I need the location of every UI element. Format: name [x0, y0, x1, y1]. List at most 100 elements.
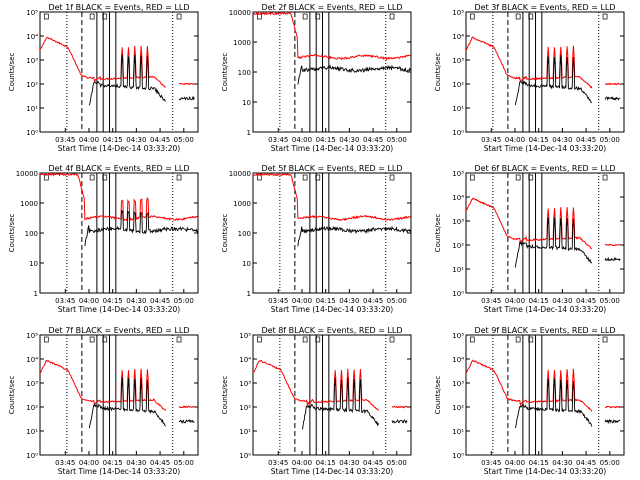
events-series-line [84, 209, 198, 247]
plot-frame [39, 172, 199, 294]
y-tick-label: 10000 [229, 9, 251, 17]
y-tick-label: 1 [247, 129, 251, 137]
corner-box [89, 174, 95, 181]
corner-box [256, 336, 262, 343]
corner-box [302, 13, 308, 20]
x-tick-label: 04:15 [529, 136, 549, 144]
x-tick-label: 04:00 [292, 459, 312, 467]
corner-box [602, 336, 608, 343]
y-tick-label: 10⁵ [239, 332, 251, 340]
corner-box [43, 336, 49, 343]
lld-series-line [252, 172, 411, 221]
y-tick-label: 10⁰ [452, 452, 464, 460]
plot-frame [39, 334, 199, 456]
chart-panel: Det 2f BLACK = Events, RED = LLD 1 10 100 10… [221, 3, 412, 153]
x-tick-label: 04:30 [552, 297, 572, 305]
chart-title: Det 9f BLACK = Events, RED = LLD [474, 326, 615, 335]
x-axis-label: Start Time (14-Dec-14 03:33:20) [484, 144, 606, 153]
events-series-line [514, 378, 621, 429]
x-tick-label: 03:45 [268, 136, 288, 144]
events-series-line [297, 64, 411, 85]
x-tick-label: 04:15 [529, 459, 549, 467]
x-tick-label: 05:00 [174, 136, 194, 144]
x-axis-label: Start Time (14-Dec-14 03:33:20) [58, 144, 180, 153]
y-tick-label: 1 [34, 290, 38, 298]
chart-title: Det 3f BLACK = Events, RED = LLD [474, 3, 615, 12]
y-tick-label: 10 [29, 260, 38, 268]
y-tick-label: 10⁰ [26, 452, 38, 460]
y-tick-label: 100 [25, 230, 38, 238]
y-tick-label: 10² [452, 81, 464, 89]
plot-frame [252, 11, 412, 133]
chart-title: Det 5f BLACK = Events, RED = LLD [261, 164, 402, 173]
events-series-line [88, 54, 195, 106]
y-axis-label: Counts/sec [221, 53, 229, 92]
x-tick-label: 04:15 [103, 459, 123, 467]
lld-series-line [252, 359, 408, 411]
x-tick-label: 04:15 [103, 136, 123, 144]
x-tick-label: 04:45 [150, 459, 170, 467]
x-tick-label: 04:45 [576, 297, 596, 305]
y-axis-label: Counts/sec [8, 214, 16, 253]
lld-series-line [465, 359, 621, 412]
y-axis-label: Counts/sec [434, 53, 442, 92]
x-tick-label: 04:30 [339, 136, 359, 144]
y-axis-label: Counts/sec [434, 214, 442, 253]
x-tick-label: 04:00 [505, 297, 525, 305]
lld-series-line [39, 172, 198, 222]
corner-box [528, 174, 534, 181]
corner-box [515, 174, 521, 181]
x-tick-label: 04:45 [363, 459, 383, 467]
x-tick-label: 04:45 [363, 297, 383, 305]
x-axis-label: Start Time (14-Dec-14 03:33:20) [271, 467, 393, 476]
corner-box [315, 13, 321, 20]
corner-box [389, 336, 395, 343]
y-tick-label: 10¹ [452, 428, 464, 436]
corner-box [315, 336, 321, 343]
events-series-line [514, 55, 621, 106]
chart-title: Det 7f BLACK = Events, RED = LLD [48, 326, 189, 335]
y-tick-label: 10⁵ [26, 332, 38, 340]
x-tick-label: 03:45 [481, 459, 501, 467]
x-tick-label: 04:30 [126, 136, 146, 144]
x-axis-label: Start Time (14-Dec-14 03:33:20) [271, 144, 393, 153]
plot-frame [252, 334, 412, 456]
y-tick-label: 10² [452, 242, 464, 250]
x-tick-label: 03:45 [55, 297, 75, 305]
y-tick-label: 10³ [239, 380, 251, 388]
x-axis-label: Start Time (14-Dec-14 03:33:20) [484, 467, 606, 476]
corner-box [515, 336, 521, 343]
corner-box [469, 174, 475, 181]
x-tick-label: 03:45 [55, 459, 75, 467]
lld-series-line [465, 36, 621, 89]
y-tick-label: 10¹ [26, 105, 38, 113]
x-axis-label: Start Time (14-Dec-14 03:33:20) [58, 467, 180, 476]
lld-series-line [39, 36, 195, 88]
chart-panel: Det 5f BLACK = Events, RED = LLD 1 10 100 10… [221, 164, 412, 314]
y-tick-label: 10³ [452, 57, 464, 65]
corner-box [43, 13, 49, 20]
chart-title: Det 1f BLACK = Events, RED = LLD [48, 3, 189, 12]
x-tick-label: 03:45 [481, 297, 501, 305]
chart-panel: Det 1f BLACK = Events, RED = LLD 10⁰ 10¹ 10… [8, 3, 199, 153]
corner-box [176, 174, 182, 181]
plot-frame [465, 172, 625, 294]
y-tick-label: 1 [247, 290, 251, 298]
x-tick-label: 04:00 [292, 136, 312, 144]
plot-frame [39, 11, 199, 133]
y-tick-label: 10⁴ [452, 33, 464, 41]
chart-title: Det 6f BLACK = Events, RED = LLD [474, 164, 615, 173]
chart-title: Det 4f BLACK = Events, RED = LLD [48, 164, 189, 173]
chart-panel: Det 7f BLACK = Events, RED = LLD 10⁰ 10¹ 10… [8, 326, 199, 476]
y-tick-label: 10² [452, 404, 464, 412]
corner-box [602, 13, 608, 20]
y-tick-label: 10⁴ [239, 356, 251, 364]
lld-series-line [39, 359, 195, 411]
y-tick-label: 10 [242, 260, 251, 268]
y-axis-label: Counts/sec [221, 376, 229, 415]
chart-panel: Det 4f BLACK = Events, RED = LLD 1 10 100 10… [8, 164, 199, 314]
y-tick-label: 10⁰ [26, 129, 38, 137]
x-tick-label: 04:15 [316, 297, 336, 305]
y-tick-label: 10⁰ [452, 290, 464, 298]
x-tick-label: 04:00 [292, 297, 312, 305]
